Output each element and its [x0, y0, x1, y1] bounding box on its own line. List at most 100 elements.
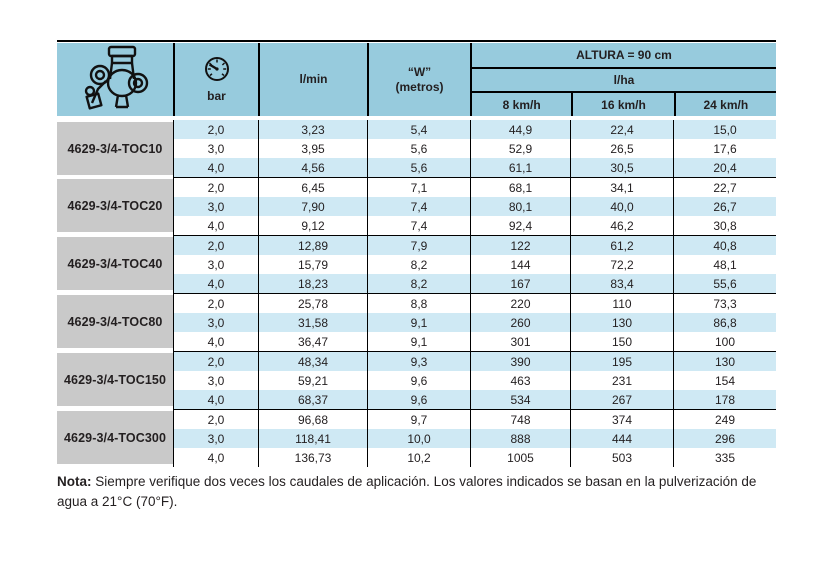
pressure-value-cell: 2,0 — [173, 236, 258, 255]
spec-table: bar l/min “W” (metros) ALTURA = 90 cm l/… — [57, 40, 776, 467]
data-value-cell: 390 — [470, 352, 570, 371]
product-group: 4629-3/4-TOC300 2,0 96,68 9,7 748 374 249 3,0 11… — [57, 409, 776, 467]
data-value-cell: 167 — [470, 274, 570, 293]
data-value-cell: 55,6 — [673, 274, 776, 293]
pressure-value-cell: 2,0 — [173, 352, 258, 371]
data-value-cell: 100 — [673, 332, 776, 351]
data-value-cell: 9,12 — [258, 216, 367, 235]
lha-header: l/ha — [472, 69, 776, 93]
group-data-rows: 2,0 12,89 7,9 122 61,2 40,8 3,0 15,79 8,2 144 72,2… — [173, 235, 776, 293]
altura-header-section: ALTURA = 90 cm l/ha 8 km/h 16 km/h 24 km… — [470, 43, 776, 116]
data-value-cell: 15,0 — [673, 120, 776, 139]
data-value-cell: 12,89 — [258, 236, 367, 255]
data-value-cell: 61,1 — [470, 158, 570, 177]
width-column-header: “W” (metros) — [367, 43, 470, 116]
data-value-cell: 267 — [570, 390, 673, 409]
group-data-rows: 2,0 25,78 8,8 220 110 73,3 3,0 31,58 9,1 260 130 86… — [173, 293, 776, 351]
footnote: Nota: Siempre verifique dos veces los ca… — [57, 472, 773, 511]
data-value-cell: 92,4 — [470, 216, 570, 235]
table-header: bar l/min “W” (metros) ALTURA = 90 cm l/… — [57, 43, 776, 116]
speed-column-header-16kmh: 16 km/h — [571, 93, 674, 116]
data-value-cell: 301 — [470, 332, 570, 351]
pressure-value-cell: 2,0 — [173, 294, 258, 313]
data-value-cell: 534 — [470, 390, 570, 409]
pressure-value-cell: 3,0 — [173, 313, 258, 332]
data-value-cell: 7,4 — [367, 197, 470, 216]
data-value-cell: 130 — [673, 352, 776, 371]
data-value-cell: 3,95 — [258, 139, 367, 158]
data-value-cell: 72,2 — [570, 255, 673, 274]
data-value-cell: 335 — [673, 448, 776, 467]
data-value-cell: 9,1 — [367, 313, 470, 332]
data-value-cell: 8,2 — [367, 274, 470, 293]
data-value-cell: 22,7 — [673, 178, 776, 197]
group-data-rows: 2,0 6,45 7,1 68,1 34,1 22,7 3,0 7,90 7,4 80,1 40,0… — [173, 177, 776, 235]
speed-headers: 8 km/h 16 km/h 24 km/h — [472, 93, 776, 116]
product-model: 4629-3/4-TOC10 — [57, 122, 173, 175]
pressure-value-cell: 2,0 — [173, 410, 258, 429]
data-value-cell: 888 — [470, 429, 570, 448]
data-value-cell: 7,4 — [367, 216, 470, 235]
data-value-cell: 154 — [673, 371, 776, 390]
product-group: 4629-3/4-TOC20 2,0 6,45 7,1 68,1 34,1 22,7 3,0 7… — [57, 177, 776, 235]
data-value-cell: 30,5 — [570, 158, 673, 177]
data-value-cell: 30,8 — [673, 216, 776, 235]
data-value-cell: 9,6 — [367, 371, 470, 390]
data-value-cell: 136,73 — [258, 448, 367, 467]
flow-label: l/min — [299, 72, 328, 86]
speed-column-header-24kmh: 24 km/h — [673, 93, 776, 116]
product-group: 4629-3/4-TOC80 2,0 25,78 8,8 220 110 73,3 3,0 31… — [57, 293, 776, 351]
data-value-cell: 26,5 — [570, 139, 673, 158]
product-model: 4629-3/4-TOC40 — [57, 237, 173, 290]
pressure-value-cell: 3,0 — [173, 371, 258, 390]
data-value-cell: 83,4 — [570, 274, 673, 293]
product-label-column: 4629-3/4-TOC150 — [57, 351, 173, 409]
footnote-text: Siempre verifique dos veces los caudales… — [57, 474, 757, 509]
flow-column-header: l/min — [258, 43, 367, 116]
group-data-rows: 2,0 96,68 9,7 748 374 249 3,0 118,41 10,0 888 444 2… — [173, 409, 776, 467]
table-body: 4629-3/4-TOC10 2,0 3,23 5,4 44,9 22,4 15,0 3,0 3… — [57, 120, 776, 467]
pressure-value-cell: 4,0 — [173, 332, 258, 351]
data-value-cell: 9,7 — [367, 410, 470, 429]
product-illustration-cell — [57, 43, 173, 116]
footnote-label: Nota: — [57, 474, 92, 489]
data-value-cell: 296 — [673, 429, 776, 448]
data-value-cell: 36,47 — [258, 332, 367, 351]
pressure-value-cell: 4,0 — [173, 448, 258, 467]
data-value-cell: 8,2 — [367, 255, 470, 274]
data-value-cell: 5,4 — [367, 120, 470, 139]
product-group: 4629-3/4-TOC40 2,0 12,89 7,9 122 61,2 40,8 3,0 1… — [57, 235, 776, 293]
data-value-cell: 118,41 — [258, 429, 367, 448]
pressure-value-cell: 3,0 — [173, 429, 258, 448]
data-value-cell: 80,1 — [470, 197, 570, 216]
pressure-value-cell: 2,0 — [173, 178, 258, 197]
data-value-cell: 15,79 — [258, 255, 367, 274]
product-label-column: 4629-3/4-TOC80 — [57, 293, 173, 351]
altura-header: ALTURA = 90 cm — [472, 43, 776, 69]
data-value-cell: 9,6 — [367, 390, 470, 409]
valve-illustration-icon — [76, 45, 154, 115]
pressure-value-cell: 3,0 — [173, 139, 258, 158]
data-value-cell: 444 — [570, 429, 673, 448]
data-value-cell: 34,1 — [570, 178, 673, 197]
data-value-cell: 40,8 — [673, 236, 776, 255]
data-value-cell: 86,8 — [673, 313, 776, 332]
data-value-cell: 48,34 — [258, 352, 367, 371]
speed-column-header-8kmh: 8 km/h — [472, 93, 572, 116]
data-value-cell: 150 — [570, 332, 673, 351]
product-group: 4629-3/4-TOC10 2,0 3,23 5,4 44,9 22,4 15,0 3,0 3… — [57, 120, 776, 177]
data-value-cell: 61,2 — [570, 236, 673, 255]
data-value-cell: 5,6 — [367, 158, 470, 177]
group-data-rows: 2,0 3,23 5,4 44,9 22,4 15,0 3,0 3,95 5,6 52,9 26,5… — [173, 120, 776, 177]
data-value-cell: 144 — [470, 255, 570, 274]
data-value-cell: 4,56 — [258, 158, 367, 177]
data-value-cell: 195 — [570, 352, 673, 371]
data-value-cell: 52,9 — [470, 139, 570, 158]
pressure-value-cell: 4,0 — [173, 216, 258, 235]
width-label-line2: (metros) — [395, 79, 444, 94]
data-value-cell: 6,45 — [258, 178, 367, 197]
group-data-rows: 2,0 48,34 9,3 390 195 130 3,0 59,21 9,6 463 231 154… — [173, 351, 776, 409]
data-value-cell: 26,7 — [673, 197, 776, 216]
data-value-cell: 73,3 — [673, 294, 776, 313]
pressure-column-header: bar — [173, 43, 258, 116]
